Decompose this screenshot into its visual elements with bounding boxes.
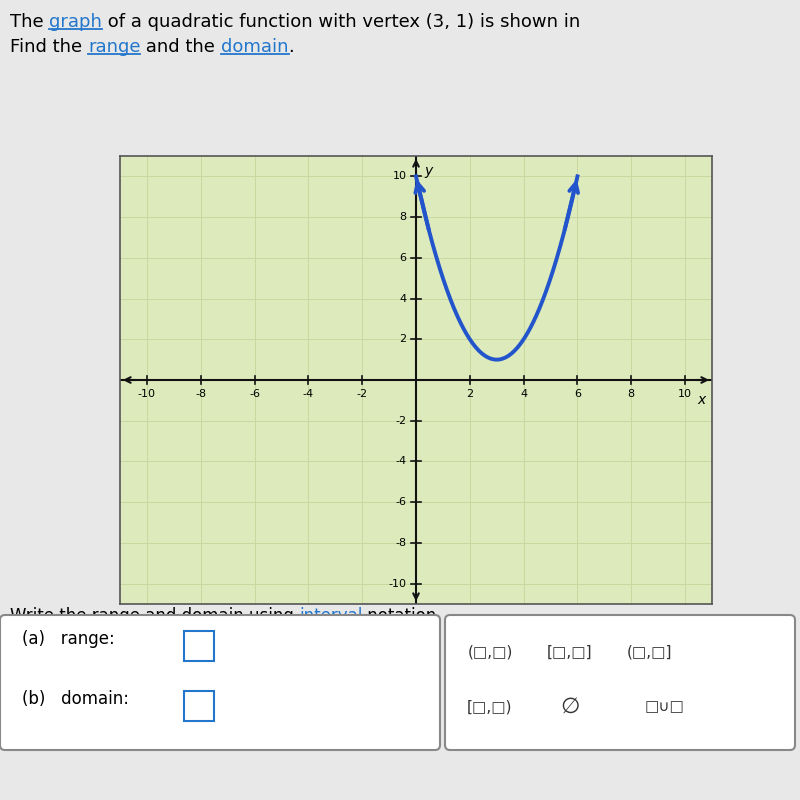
Text: range: range — [88, 38, 140, 56]
Text: -2: -2 — [357, 389, 368, 399]
Text: -6: -6 — [249, 389, 260, 399]
FancyBboxPatch shape — [0, 615, 440, 750]
Text: graph: graph — [50, 13, 102, 31]
Text: of a quadratic function with vertex (3, 1) is shown in: of a quadratic function with vertex (3, … — [102, 13, 581, 31]
Text: (□,□): (□,□) — [467, 645, 513, 659]
Text: 2: 2 — [399, 334, 406, 344]
FancyBboxPatch shape — [184, 631, 214, 661]
Text: -10: -10 — [138, 389, 156, 399]
Text: 6: 6 — [574, 389, 581, 399]
Text: 6: 6 — [399, 253, 406, 263]
Text: -4: -4 — [395, 457, 406, 466]
Text: (□,□]: (□,□] — [627, 645, 673, 659]
Text: 10: 10 — [393, 171, 406, 182]
FancyBboxPatch shape — [184, 691, 214, 721]
Text: -8: -8 — [395, 538, 406, 548]
Text: 8: 8 — [628, 389, 635, 399]
Text: ∅: ∅ — [560, 697, 580, 717]
Text: Find the: Find the — [10, 38, 88, 56]
Text: interval: interval — [299, 607, 362, 625]
Text: 2: 2 — [466, 389, 474, 399]
Text: 4: 4 — [520, 389, 527, 399]
Text: -4: -4 — [303, 389, 314, 399]
Text: and the: and the — [140, 38, 221, 56]
Text: x: x — [697, 394, 706, 407]
Text: -8: -8 — [195, 389, 206, 399]
Text: 8: 8 — [399, 212, 406, 222]
Text: -2: -2 — [395, 416, 406, 426]
Text: -10: -10 — [389, 578, 406, 589]
Text: □∪□: □∪□ — [645, 699, 685, 714]
Text: -6: -6 — [395, 497, 406, 507]
Text: The: The — [10, 13, 50, 31]
Text: 4: 4 — [399, 294, 406, 303]
Text: 10: 10 — [678, 389, 692, 399]
Text: y: y — [424, 164, 432, 178]
Text: (a)   range:: (a) range: — [22, 630, 114, 648]
Text: domain: domain — [221, 38, 289, 56]
Text: Write the range and domain using: Write the range and domain using — [10, 607, 299, 625]
FancyBboxPatch shape — [445, 615, 795, 750]
Text: [□,□): [□,□) — [467, 699, 513, 714]
Text: [□,□]: [□,□] — [547, 645, 593, 659]
Text: (b)   domain:: (b) domain: — [22, 690, 129, 708]
Text: notation.: notation. — [362, 607, 442, 625]
Text: .: . — [289, 38, 294, 56]
